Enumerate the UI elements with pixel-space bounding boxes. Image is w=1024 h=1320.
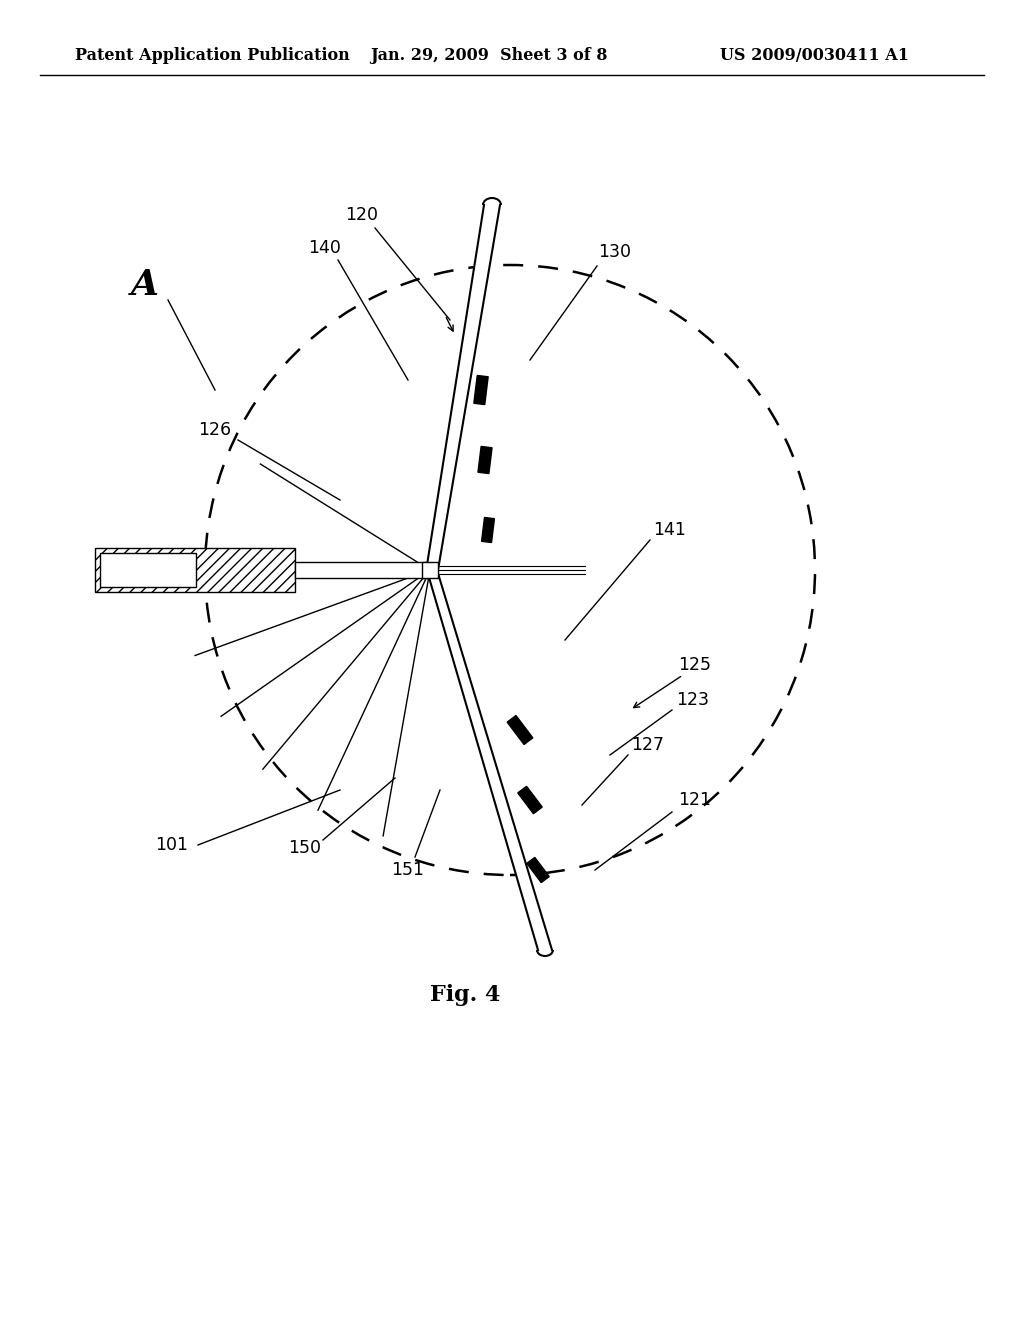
Text: 141: 141 [653, 521, 686, 539]
Bar [100, 553, 196, 587]
Text: 127: 127 [632, 737, 665, 754]
Text: 120: 120 [345, 206, 379, 224]
Text: 101: 101 [156, 836, 188, 854]
Text: 130: 130 [598, 243, 632, 261]
Text: 121: 121 [679, 791, 712, 809]
Text: A: A [131, 268, 159, 302]
Polygon shape [474, 375, 488, 404]
Text: US 2009/0030411 A1: US 2009/0030411 A1 [720, 46, 909, 63]
Text: 151: 151 [391, 861, 425, 879]
Polygon shape [478, 446, 493, 474]
Text: Fig. 4: Fig. 4 [430, 983, 500, 1006]
Polygon shape [518, 787, 543, 813]
Text: 150: 150 [289, 840, 322, 857]
Polygon shape [428, 570, 552, 950]
Text: 123: 123 [677, 690, 710, 709]
Polygon shape [427, 205, 500, 570]
Text: Patent Application Publication: Patent Application Publication [75, 46, 350, 63]
Polygon shape [526, 858, 549, 883]
Text: 140: 140 [308, 239, 341, 257]
Bar [95, 548, 295, 591]
Bar [295, 562, 430, 578]
Text: Jan. 29, 2009  Sheet 3 of 8: Jan. 29, 2009 Sheet 3 of 8 [370, 46, 607, 63]
Bar [422, 562, 438, 578]
Text: 125: 125 [679, 656, 712, 675]
Polygon shape [507, 715, 532, 744]
Text: 126: 126 [199, 421, 231, 440]
Polygon shape [481, 517, 495, 543]
